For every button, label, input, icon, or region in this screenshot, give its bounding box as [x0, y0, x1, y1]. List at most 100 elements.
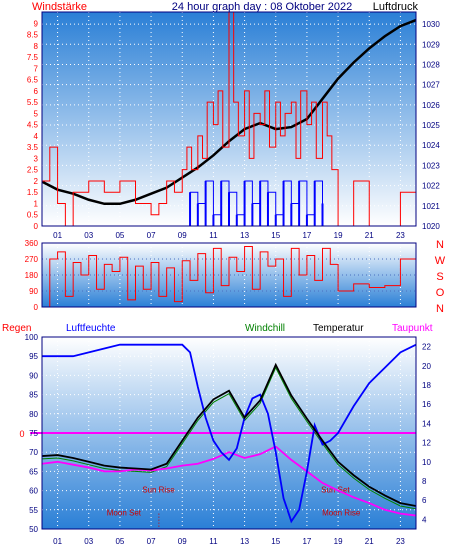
windchill-line	[41, 366, 417, 510]
temperature-tick-label: 4	[422, 515, 427, 524]
wind-direction-series	[42, 246, 417, 308]
pressure-axis-title: Luftdruck	[373, 1, 419, 13]
pressure-tick-label: 1022	[422, 182, 440, 191]
temperature-tick-label: 20	[422, 362, 431, 371]
chart-title: 24 hour graph day : 08 Oktober 2022	[172, 1, 352, 13]
wind-tick-label: 1.5	[27, 188, 39, 197]
wind-pressure-frame	[41, 11, 417, 227]
humidity-tick-label: 50	[29, 525, 38, 534]
hour-tick-label: 11	[209, 537, 218, 546]
rain-label: Regen	[2, 323, 31, 334]
hour-tick-label: 11	[209, 231, 218, 240]
hour-tick-label: 17	[302, 231, 311, 240]
pressure-tick-label: 1021	[422, 202, 440, 211]
temperature-tick-label: 14	[422, 419, 431, 428]
wind-tick-label: 1	[34, 199, 39, 208]
compass-letter: W	[435, 255, 446, 267]
compass-letter: S	[436, 271, 443, 283]
hour-tick-label: 03	[84, 537, 93, 546]
direction-tick-label: 90	[29, 287, 38, 296]
compass-letter: N	[436, 239, 444, 251]
direction-tick-label: 270	[25, 255, 39, 264]
wind-tick-label: 7.5	[27, 53, 39, 62]
wind-tick-label: 0	[34, 222, 39, 231]
hour-tick-label: 03	[84, 231, 93, 240]
wind-tick-label: 3	[34, 154, 39, 163]
hour-tick-label: 17	[302, 537, 311, 546]
rain-zero-label: 0	[19, 429, 24, 439]
humidity-tick-label: 85	[29, 391, 38, 400]
wind-tick-label: 7	[34, 64, 39, 73]
direction-tick-label: 0	[34, 303, 39, 312]
direction-tick-label: 180	[25, 271, 39, 280]
wind-tick-label: 3.5	[27, 143, 39, 152]
wind-gust-line	[42, 11, 417, 227]
wind-tick-label: 2	[34, 177, 39, 186]
hour-tick-label: 01	[53, 231, 62, 240]
humidity-tick-label: 100	[25, 333, 39, 342]
pressure-tick-label: 1025	[422, 121, 440, 130]
hour-tick-label: 09	[178, 231, 187, 240]
hour-tick-label: 21	[365, 537, 374, 546]
pressure-tick-label: 1028	[422, 60, 440, 69]
hour-tick-label: 19	[334, 231, 343, 240]
moon-set-label: Moon Set	[107, 509, 142, 518]
hour-tick-label: 07	[147, 231, 156, 240]
wind-tick-label: 4	[34, 132, 39, 141]
direction-tick-label: 360	[25, 239, 39, 248]
wind-axis-title: Windstärke	[32, 1, 87, 13]
pressure-tick-label: 1029	[422, 40, 440, 49]
wind-tick-label: 0.5	[27, 211, 39, 220]
wind-tick-label: 2.5	[27, 166, 39, 175]
temperature-tick-label: 22	[422, 343, 431, 352]
hour-tick-label: 23	[396, 231, 405, 240]
wind-pressure-ticks: 0 0.5 1 1.5 2 2.5 3 3.5 4 4.5 5 5.5 6 6.5 7 7.5 8 8.5 9 102…	[27, 19, 440, 240]
wind-tick-label: 6.5	[27, 76, 39, 85]
pressure-tick-label: 1030	[422, 20, 440, 29]
sun-rise-label: Sun Rise	[142, 486, 175, 495]
hour-tick-label: 21	[365, 231, 374, 240]
hour-tick-label: 05	[115, 231, 124, 240]
wind-tick-label: 4.5	[27, 121, 39, 130]
wind-tick-label: 8.5	[27, 31, 39, 40]
hour-tick-label: 01	[53, 537, 62, 546]
hour-tick-label: 07	[147, 537, 156, 546]
climate-ticks: 50 55 60 65 70 75 80 85 90 95 100 4 6 8 10 12 14 16 18 20 22…	[25, 333, 432, 546]
pressure-tick-label: 1020	[422, 222, 440, 231]
humidity-tick-label: 60	[29, 487, 38, 496]
climate-series	[30, 343, 417, 524]
dewpoint-line	[41, 445, 417, 517]
humidity-tick-label: 95	[29, 352, 38, 361]
compass-letter: N	[436, 303, 444, 315]
pressure-tick-label: 1024	[422, 141, 440, 150]
pressure-tick-label: 1027	[422, 81, 440, 90]
humidity-tick-label: 75	[29, 429, 38, 438]
hour-tick-label: 05	[115, 537, 124, 546]
wind-tick-label: 5	[34, 109, 39, 118]
wind-tick-label: 6	[34, 87, 39, 96]
humidity-tick-label: 80	[29, 410, 38, 419]
hour-tick-label: 15	[271, 537, 280, 546]
hour-tick-label: 13	[240, 231, 249, 240]
pressure-tick-label: 1023	[422, 161, 440, 170]
pressure-tick-label: 1026	[422, 101, 440, 110]
temperature-tick-label: 8	[422, 477, 427, 486]
wind-direction-ticks: 0 90 180 270 360	[25, 239, 39, 312]
temperature-label: Temperatur	[313, 323, 364, 334]
temperature-tick-label: 6	[422, 496, 427, 505]
temperature-tick-label: 18	[422, 381, 431, 390]
wind-pressure-series	[41, 11, 417, 227]
temperature-line	[41, 362, 417, 507]
humidity-tick-label: 65	[29, 467, 38, 476]
compass-letter: O	[436, 287, 445, 299]
temperature-tick-label: 10	[422, 458, 431, 467]
windchill-label: Windchill	[245, 323, 285, 334]
moon-rise-label: Moon Rise	[322, 509, 361, 518]
temperature-tick-label: 12	[422, 439, 431, 448]
dewpoint-label: Taupunkt	[392, 323, 433, 334]
humidity-label: Luftfeuchte	[66, 323, 116, 334]
humidity-tick-label: 70	[29, 448, 38, 457]
wind-direction-frame	[41, 242, 417, 308]
